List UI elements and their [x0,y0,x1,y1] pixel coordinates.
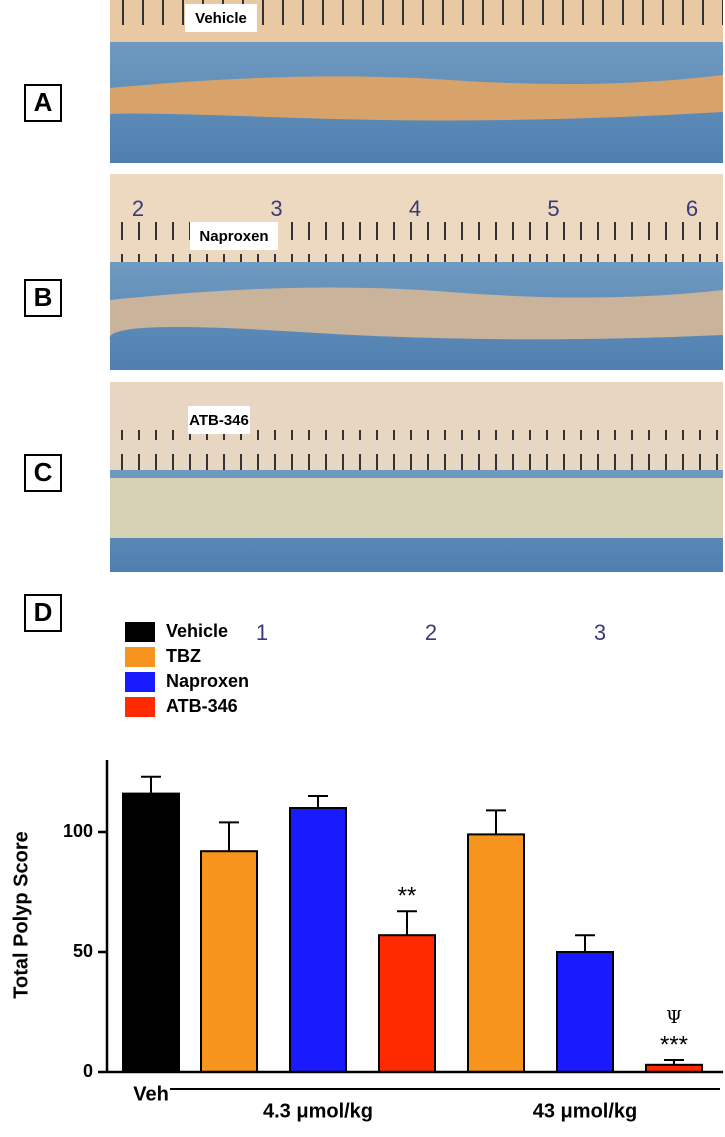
legend-swatch [125,672,155,692]
ruler-number: 4 [409,196,421,221]
legend-label: Naproxen [166,671,249,691]
bar [556,951,614,1073]
bar [289,807,347,1073]
ruler-number: 3 [594,620,606,645]
x-tick-label: 43 μmol/kg [533,1100,638,1122]
panel-letter-box [24,279,62,317]
legend-label: Vehicle [166,621,228,641]
ruler-number: 2 [132,196,144,221]
panel-letter-box [24,454,62,492]
photo-label-box [190,222,278,250]
panel-letter-box [24,594,62,632]
ruler-number: 3 [270,196,282,221]
ruler-number: 5 [547,196,559,221]
y-tick-label: 50 [73,941,93,961]
bar [200,850,258,1074]
y-axis-title: Total Polyp Score [10,831,32,998]
x-tick-label: 4.3 μmol/kg [263,1100,373,1122]
photo-label: Naproxen [199,228,268,245]
bar [378,934,436,1074]
legend-swatch [125,697,155,717]
photo-label: Vehicle [195,10,247,27]
significance: Ψ [666,1007,682,1028]
ruler-number: 1 [256,620,268,645]
y-tick-label: 0 [83,1061,93,1081]
panel-letter: C [34,457,53,487]
panel-letter: D [34,597,53,627]
y-tick-label: 100 [63,821,93,841]
ruler-number: 6 [686,196,698,221]
panel-letter: B [34,282,53,312]
photo-label-box [185,4,257,32]
photo-label: ATB-346 [189,412,249,429]
legend-label: ATB-346 [166,696,238,716]
legend-swatch [125,647,155,667]
panel-letter-box [24,84,62,122]
x-tick-label: Veh [133,1083,169,1105]
bar [467,833,525,1074]
photo-label-box [188,406,250,434]
significance: *** [660,1031,688,1058]
significance: ** [398,883,417,910]
photo-a [109,0,723,163]
panel-letter: A [34,87,53,117]
legend-swatch [125,622,155,642]
ruler-number: 2 [425,620,437,645]
bar [122,792,180,1073]
legend-label: TBZ [166,646,201,666]
